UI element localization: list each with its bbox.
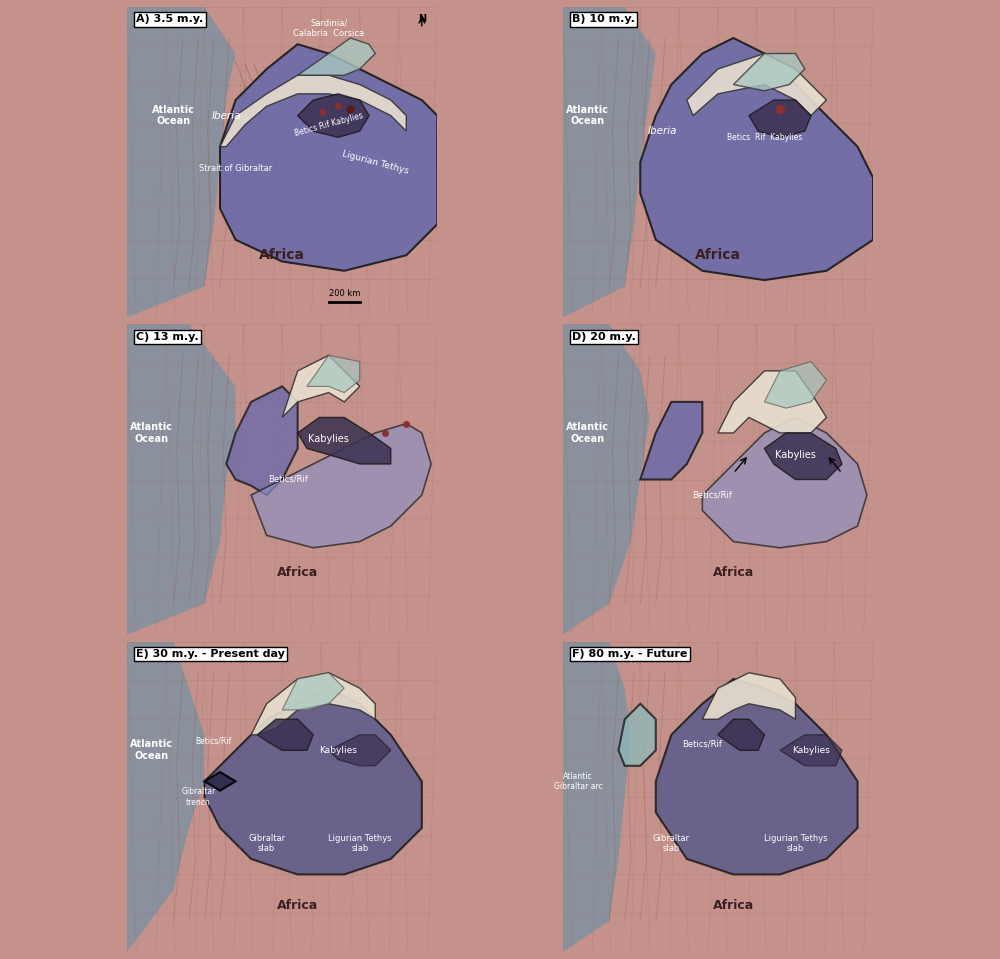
Polygon shape xyxy=(226,386,298,495)
Text: Betics/Rif: Betics/Rif xyxy=(268,475,308,484)
Text: Atlantic
Gibraltar arc: Atlantic Gibraltar arc xyxy=(554,772,603,791)
Text: Betics  Rif  Kabylies: Betics Rif Kabylies xyxy=(727,132,802,142)
Text: 200 km: 200 km xyxy=(329,289,360,297)
Polygon shape xyxy=(127,642,205,952)
Text: Atlantic
Ocean: Atlantic Ocean xyxy=(130,422,173,444)
Polygon shape xyxy=(205,689,422,875)
Text: Africa: Africa xyxy=(713,566,754,579)
Polygon shape xyxy=(127,324,236,635)
Text: Betics/Rif: Betics/Rif xyxy=(682,739,722,749)
Polygon shape xyxy=(220,44,437,270)
Polygon shape xyxy=(307,356,360,392)
Polygon shape xyxy=(780,735,842,766)
Text: Betics/Rif: Betics/Rif xyxy=(692,490,732,500)
Polygon shape xyxy=(251,672,375,735)
Polygon shape xyxy=(687,54,827,116)
Polygon shape xyxy=(718,371,827,433)
Polygon shape xyxy=(173,642,437,952)
Text: Gibraltar
slab: Gibraltar slab xyxy=(653,833,690,854)
Text: Betics/Rif: Betics/Rif xyxy=(196,737,232,745)
Polygon shape xyxy=(298,94,369,137)
Polygon shape xyxy=(702,672,795,719)
Polygon shape xyxy=(127,7,236,317)
Text: Iberia: Iberia xyxy=(647,126,677,136)
Text: Atlantic
Ocean: Atlantic Ocean xyxy=(130,739,173,761)
Text: Sardinia/
Calabria  Corsica: Sardinia/ Calabria Corsica xyxy=(293,19,364,38)
Polygon shape xyxy=(220,75,406,147)
Polygon shape xyxy=(656,679,858,875)
Text: Ligurian Tethys
slab: Ligurian Tethys slab xyxy=(328,833,392,854)
Polygon shape xyxy=(764,433,842,480)
Polygon shape xyxy=(625,7,873,317)
Polygon shape xyxy=(609,642,873,952)
Text: Ligurian Tethys: Ligurian Tethys xyxy=(341,149,409,175)
Text: Atlantic
Ocean: Atlantic Ocean xyxy=(566,105,609,127)
Polygon shape xyxy=(563,7,656,317)
Text: Atlantic
Ocean: Atlantic Ocean xyxy=(566,422,609,444)
Polygon shape xyxy=(251,424,431,548)
Polygon shape xyxy=(640,38,873,280)
Polygon shape xyxy=(205,7,437,317)
Text: Ligurian Tethys
slab: Ligurian Tethys slab xyxy=(764,833,827,854)
Text: Africa: Africa xyxy=(277,899,318,912)
Text: Kabylies: Kabylies xyxy=(792,746,830,755)
Text: A) 3.5 m.y.: A) 3.5 m.y. xyxy=(136,14,203,25)
Text: Africa: Africa xyxy=(713,899,754,912)
Text: Betics Rif Kabylies: Betics Rif Kabylies xyxy=(293,111,364,138)
Text: Kabylies: Kabylies xyxy=(308,434,349,444)
Text: C) 13 m.y.: C) 13 m.y. xyxy=(136,332,199,341)
Text: Kabylies: Kabylies xyxy=(319,746,357,755)
Text: E) 30 m.y. - Present day: E) 30 m.y. - Present day xyxy=(136,649,285,659)
Polygon shape xyxy=(619,704,656,766)
Polygon shape xyxy=(702,417,867,548)
Text: Africa: Africa xyxy=(259,248,305,262)
Polygon shape xyxy=(718,719,764,750)
Polygon shape xyxy=(282,356,360,417)
Text: Atlantic
Ocean: Atlantic Ocean xyxy=(152,105,195,127)
Text: Kabylies: Kabylies xyxy=(775,450,816,459)
Polygon shape xyxy=(609,324,873,635)
Text: B) 10 m.y.: B) 10 m.y. xyxy=(572,14,635,25)
Polygon shape xyxy=(298,417,391,464)
Text: Africa: Africa xyxy=(277,566,318,579)
Text: D) 20 m.y.: D) 20 m.y. xyxy=(572,332,636,341)
Polygon shape xyxy=(733,54,805,91)
Polygon shape xyxy=(563,642,631,952)
Polygon shape xyxy=(282,672,344,710)
Polygon shape xyxy=(189,324,437,635)
Text: Iberia: Iberia xyxy=(212,110,241,121)
Text: Gibraltar
slab: Gibraltar slab xyxy=(248,833,285,854)
Polygon shape xyxy=(640,402,702,480)
Text: Africa: Africa xyxy=(695,248,741,262)
Polygon shape xyxy=(329,735,391,766)
Polygon shape xyxy=(563,324,650,635)
Polygon shape xyxy=(205,772,236,790)
Polygon shape xyxy=(764,362,827,409)
Polygon shape xyxy=(298,38,375,75)
Text: Gibraltar
trench: Gibraltar trench xyxy=(181,787,216,807)
Polygon shape xyxy=(749,100,811,137)
Text: Strait of Gibraltar: Strait of Gibraltar xyxy=(199,164,272,173)
Polygon shape xyxy=(257,719,313,750)
Text: N: N xyxy=(418,14,426,25)
Text: F) 80 m.y. - Future: F) 80 m.y. - Future xyxy=(572,649,687,659)
